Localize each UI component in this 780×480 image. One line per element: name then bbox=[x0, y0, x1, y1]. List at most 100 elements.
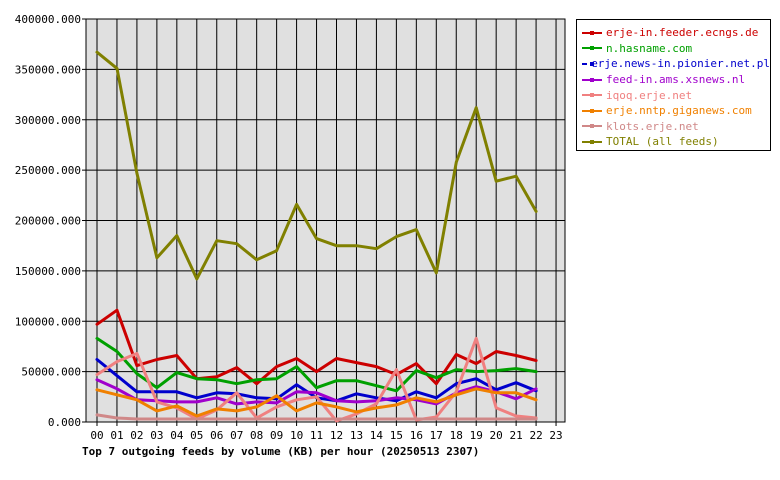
y-tick-label: 50000.000 bbox=[21, 366, 81, 379]
x-tick-label: 19 bbox=[470, 429, 483, 442]
x-tick-label: 08 bbox=[250, 429, 263, 442]
x-tick-label: 16 bbox=[410, 429, 423, 442]
y-tick-label: 150000.000 bbox=[15, 265, 81, 278]
data-point bbox=[535, 210, 538, 213]
chart-title: Top 7 outgoing feeds by volume (KB) per … bbox=[82, 445, 480, 458]
x-tick-label: 15 bbox=[390, 429, 403, 442]
data-point bbox=[115, 393, 118, 396]
data-point bbox=[535, 417, 538, 420]
data-point bbox=[475, 106, 478, 109]
legend-label: TOTAL (all feeds) bbox=[606, 135, 719, 149]
data-point bbox=[435, 415, 438, 418]
legend-label: erje.news-in.pionier.net.pl bbox=[591, 57, 770, 71]
data-point bbox=[295, 365, 298, 368]
data-point bbox=[475, 337, 478, 340]
data-point bbox=[255, 405, 258, 408]
data-point bbox=[175, 234, 178, 237]
x-tick-label: 13 bbox=[350, 429, 363, 442]
data-point bbox=[375, 365, 378, 368]
data-point bbox=[215, 396, 218, 399]
data-point bbox=[255, 396, 258, 399]
data-point bbox=[435, 400, 438, 403]
data-point bbox=[275, 377, 278, 380]
data-point bbox=[475, 370, 478, 373]
data-point bbox=[115, 67, 118, 70]
data-point bbox=[96, 51, 98, 54]
data-point bbox=[515, 175, 518, 178]
data-point bbox=[235, 417, 238, 420]
data-point bbox=[175, 354, 178, 357]
data-point bbox=[355, 400, 358, 403]
data-point bbox=[255, 417, 258, 420]
data-point bbox=[235, 402, 238, 405]
data-point bbox=[275, 397, 278, 400]
y-axis: 0.000 50000.000 100000.000 150000.000 200000… bbox=[15, 13, 86, 429]
legend-item: TOTAL (all feeds) bbox=[577, 134, 770, 150]
x-tick-label: 06 bbox=[210, 429, 223, 442]
series-group bbox=[95, 50, 538, 423]
data-point bbox=[435, 417, 438, 420]
legend-item: iqoq.erje.net bbox=[577, 87, 770, 103]
data-point bbox=[475, 377, 478, 380]
legend-label: feed-in.ams.xsnews.nl bbox=[606, 73, 746, 87]
legend-item: erje.nntp.giganews.com bbox=[577, 103, 770, 119]
data-point bbox=[315, 237, 318, 240]
data-point bbox=[515, 414, 518, 417]
data-point bbox=[115, 360, 118, 363]
data-point bbox=[195, 377, 198, 380]
x-tick-label: 03 bbox=[150, 429, 163, 442]
legend-swatch bbox=[582, 77, 602, 82]
x-tick-label: 00 bbox=[90, 429, 103, 442]
legend-label: erje.nntp.giganews.com bbox=[606, 104, 752, 118]
data-point bbox=[515, 381, 518, 384]
data-point bbox=[215, 417, 218, 420]
data-point bbox=[515, 391, 518, 394]
data-point bbox=[375, 417, 378, 420]
data-point bbox=[395, 235, 398, 238]
x-tick-label: 17 bbox=[430, 429, 443, 442]
data-point bbox=[535, 359, 538, 362]
data-point bbox=[455, 382, 458, 385]
legend-item: feed-in.ams.xsnews.nl bbox=[577, 72, 770, 88]
data-point bbox=[115, 416, 118, 419]
legend-swatch bbox=[582, 139, 602, 144]
y-tick-label: 350000.000 bbox=[15, 63, 81, 76]
x-tick-label: 07 bbox=[230, 429, 243, 442]
data-point bbox=[235, 366, 238, 369]
data-point bbox=[315, 401, 318, 404]
data-point bbox=[135, 390, 138, 393]
data-point bbox=[415, 390, 418, 393]
legend-item: erje.news-in.pionier.net.pl bbox=[577, 56, 770, 72]
data-point bbox=[295, 417, 298, 420]
data-point bbox=[135, 364, 138, 367]
data-point bbox=[395, 399, 398, 402]
data-point bbox=[415, 417, 418, 420]
data-point bbox=[295, 398, 298, 401]
legend-swatch bbox=[582, 124, 602, 129]
data-point bbox=[255, 258, 258, 261]
data-point bbox=[415, 398, 418, 401]
legend-label: klots.erje.net bbox=[606, 119, 699, 133]
legend-label: n.hasname.com bbox=[606, 41, 693, 55]
data-point bbox=[335, 357, 338, 360]
x-tick-label: 09 bbox=[270, 429, 283, 442]
data-point bbox=[155, 417, 158, 420]
data-point bbox=[315, 391, 318, 394]
y-tick-label: 100000.000 bbox=[15, 315, 81, 328]
data-point bbox=[355, 361, 358, 364]
data-point bbox=[515, 397, 518, 400]
data-point bbox=[515, 367, 518, 370]
data-point bbox=[215, 391, 218, 394]
data-point bbox=[395, 389, 398, 392]
data-point bbox=[435, 382, 438, 385]
data-point bbox=[275, 401, 278, 404]
data-point bbox=[135, 352, 138, 355]
data-point bbox=[315, 386, 318, 389]
data-point bbox=[195, 400, 198, 403]
data-point bbox=[495, 391, 498, 394]
data-point bbox=[195, 417, 198, 420]
data-point bbox=[535, 370, 538, 373]
x-tick-label: 10 bbox=[290, 429, 303, 442]
data-point bbox=[155, 409, 158, 412]
data-point bbox=[155, 390, 158, 393]
